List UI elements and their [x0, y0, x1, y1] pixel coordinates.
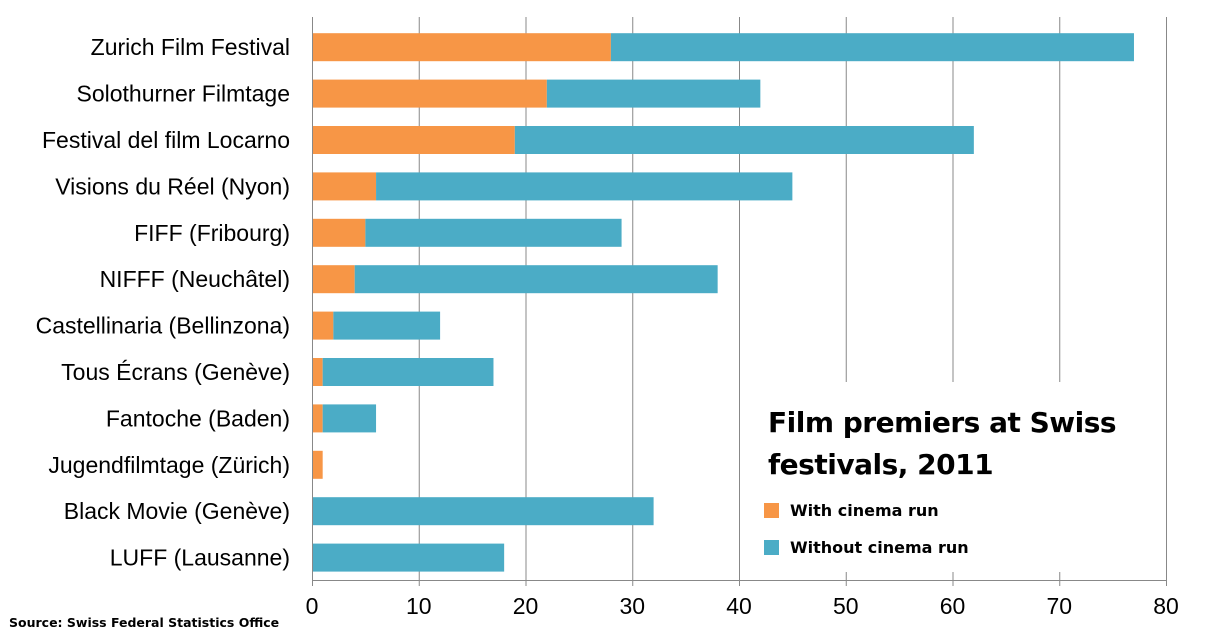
bar-with-cinema-run	[312, 265, 355, 294]
chart-title-line-2: festivals, 2011	[768, 448, 994, 481]
legend-swatch-with-cinema-run	[764, 502, 779, 518]
legend-label-with-cinema-run: With cinema run	[790, 500, 939, 520]
legend-item-without-cinema-run: Without cinema run	[764, 536, 969, 558]
category-label: Festival del film Locarno	[42, 127, 290, 153]
x-tick-label: 70	[1046, 593, 1072, 619]
bar-with-cinema-run	[312, 218, 366, 247]
category-label: FIFF (Fribourg)	[134, 220, 290, 246]
bar-with-cinema-run	[312, 172, 377, 201]
x-tick-label: 80	[1153, 593, 1179, 619]
x-tick-label: 60	[940, 593, 966, 619]
bar-without-cinema-run	[546, 79, 761, 108]
x-tick-label: 0	[306, 593, 319, 619]
bar-without-cinema-run	[322, 358, 494, 386]
bar-without-cinema-run	[312, 543, 505, 572]
label-layer: 0 10 20 30 40 50 60 70 80 Zurich Film Festival Sol…	[36, 34, 1179, 619]
x-tick-label: 50	[833, 593, 859, 619]
bar-without-cinema-run	[354, 265, 718, 294]
category-label: Zurich Film Festival	[91, 34, 290, 60]
axis-layer	[312, 17, 1167, 586]
bar-with-cinema-run	[312, 33, 611, 62]
grid-layer	[418, 17, 1167, 580]
source-note: Source: Swiss Federal Statistics Office	[9, 615, 280, 630]
category-label: Fantoche (Baden)	[106, 405, 290, 431]
bar-layer	[312, 33, 1134, 572]
category-label: Solothurner Filmtage	[77, 81, 291, 107]
bar-without-cinema-run	[312, 497, 654, 526]
bar-with-cinema-run	[312, 126, 515, 154]
category-label: Jugendfilmtage (Zürich)	[48, 452, 290, 478]
x-tick-label: 40	[726, 593, 752, 619]
bar-with-cinema-run	[312, 404, 323, 433]
legend-swatch-without-cinema-run	[764, 539, 779, 555]
chart-title: Film premiers at Swiss festivals, 2011	[768, 402, 1148, 486]
bar-without-cinema-run	[514, 126, 974, 154]
category-label: LUFF (Lausanne)	[110, 545, 290, 571]
bar-with-cinema-run	[312, 311, 334, 340]
bar-with-cinema-run	[312, 358, 323, 386]
title-legend-box: Film premiers at Swiss festivals, 2011 W…	[752, 382, 1162, 572]
bar-with-cinema-run	[312, 79, 547, 108]
bar-without-cinema-run	[365, 218, 622, 247]
bar-with-cinema-run	[312, 450, 323, 479]
x-tick-label: 30	[619, 593, 645, 619]
legend-label-without-cinema-run: Without cinema run	[790, 537, 969, 557]
bar-without-cinema-run	[333, 311, 441, 340]
legend-item-with-cinema-run: With cinema run	[764, 499, 939, 521]
category-label: Castellinaria (Bellinzona)	[36, 313, 290, 339]
bar-without-cinema-run	[322, 404, 377, 433]
category-label: Visions du Réel (Nyon)	[55, 173, 290, 199]
bar-without-cinema-run	[610, 33, 1134, 62]
chart-title-line-1: Film premiers at Swiss	[768, 406, 1117, 439]
category-label: Black Movie (Genève)	[64, 498, 290, 524]
x-tick-label: 20	[513, 593, 539, 619]
category-label: Tous Écrans (Genève)	[61, 359, 290, 385]
category-label: NIFFF (Neuchâtel)	[100, 266, 290, 292]
bar-without-cinema-run	[376, 172, 793, 201]
x-tick-label: 10	[406, 593, 432, 619]
